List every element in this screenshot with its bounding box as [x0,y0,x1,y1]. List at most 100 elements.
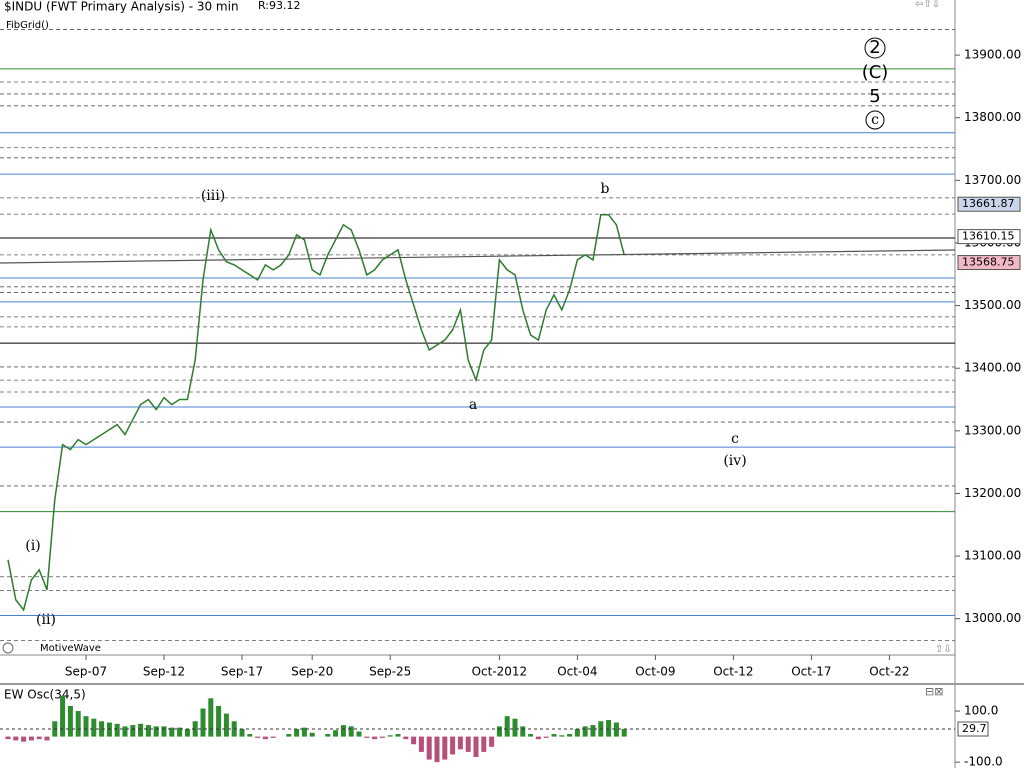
osc-bar [247,734,253,737]
osc-bar [481,736,487,752]
y-tick-label: 13200.00 [964,486,1021,500]
osc-bar [130,725,136,737]
osc-bar [223,713,229,737]
osc-bar [28,736,34,741]
osc-bar [177,727,183,737]
zoom-icon[interactable] [2,642,14,654]
wave-label: c [871,112,879,128]
osc-bar [356,731,362,737]
osc-bar [262,736,268,740]
osc-bar [403,736,409,740]
wave-label: (iv) [723,453,746,469]
trendline [0,249,956,264]
osc-bar [457,736,463,750]
price-tag [957,255,1021,271]
osc-current-label: 29.7 [962,722,987,735]
osc-bar [465,736,471,752]
osc-bar [83,716,89,737]
osc-bar [325,734,331,737]
scroll-buttons[interactable]: ⇧⇩ [935,644,952,655]
osc-bar [512,718,518,737]
osc-bar [333,730,339,737]
x-tick-label: Sep-20 [291,665,333,679]
wave-label: (ii) [36,612,56,628]
osc-bar [574,728,580,737]
osc-bar [286,734,292,737]
osc-bar [208,698,214,737]
y-tick-label: 13700.00 [964,173,1021,187]
watermark: MotiveWave [40,643,101,654]
osc-bar [379,736,385,738]
x-tick-label: Oct-04 [557,665,597,679]
osc-bar [582,726,588,737]
osc-bar [255,736,261,738]
y-tick-label: 13500.00 [964,298,1021,312]
osc-bar [21,736,27,742]
osc-bar [559,735,565,737]
circle-mark [864,37,886,59]
osc-bar [216,705,222,737]
wave-label: (iii) [201,188,225,204]
osc-bar [200,708,206,737]
y-tick-label: 13100.00 [964,549,1021,563]
osc-bar [106,722,112,737]
osc-bar [161,726,167,737]
osc-bar [528,734,534,737]
wave-label: c [731,431,739,447]
osc-title: EW Osc(34,5) [4,688,86,702]
osc-bar [114,723,120,737]
x-tick-label: Oct-12 [713,665,753,679]
osc-bar [434,736,440,763]
osc-bar [473,736,479,758]
osc-bar [613,722,619,737]
osc-bar [590,725,596,737]
wave-label: 5 [869,86,880,107]
osc-bar [418,736,424,752]
osc-bar [340,725,346,737]
osc-bar [348,726,354,737]
x-tick-label: Sep-12 [143,665,185,679]
wave-label: (i) [25,538,40,554]
osc-current-tag [957,721,989,737]
price-tag-label: 13661.87 [962,197,1015,210]
x-tick-label: Oct-09 [635,665,675,679]
osc-bar [5,736,11,740]
panel-divider [0,683,1024,685]
study-label: FibGrid() [6,20,49,31]
y-tick-label: 13300.00 [964,423,1021,437]
osc-bar [442,736,448,760]
osc-bar [520,726,526,737]
osc-bar [60,695,66,737]
x-tick-label: Oct-17 [791,665,831,679]
panel-controls[interactable]: ⊟⊠ [925,685,943,698]
osc-bar [192,721,198,737]
x-tick-label: Sep-25 [369,665,411,679]
wave-label: a [469,397,477,413]
osc-bar [489,736,495,747]
osc-bar [91,718,97,737]
osc-bar [504,716,510,737]
osc-bar [75,711,81,737]
price-tag [957,229,1021,245]
osc-bar [301,727,307,737]
price-line [7,214,625,612]
osc-bar [153,726,159,737]
price-tag-label: 13610.15 [962,230,1015,243]
osc-bar [450,736,456,755]
osc-bar [99,721,105,737]
osc-bar [169,727,175,737]
panel-buttons[interactable]: ⇦⇧⇩ [915,0,940,10]
osc-bar [395,734,401,737]
osc-bar [122,726,128,737]
osc-bar [239,728,245,737]
osc-bar [567,734,573,737]
osc-bar [270,736,276,738]
price-tag-label: 13568.75 [962,256,1015,269]
osc-bar [67,705,73,737]
osc-bar [372,736,378,740]
osc-bar [543,736,549,738]
osc-bar [387,735,393,737]
x-tick-label: Oct-2012 [472,665,528,679]
chart-title: $INDU (FWT Primary Analysis) - 30 min [4,0,239,14]
